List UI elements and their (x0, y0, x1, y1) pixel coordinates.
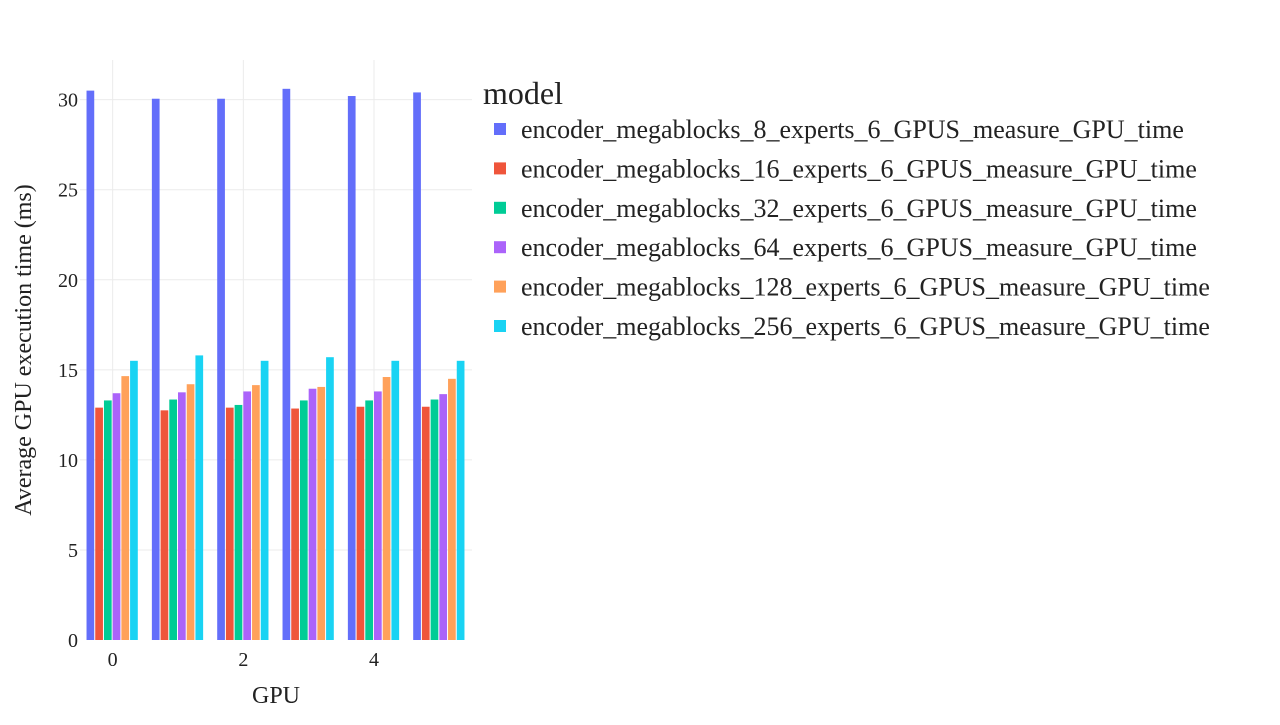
bar (282, 88, 291, 640)
bar (430, 399, 439, 640)
legend-label: encoder_megablocks_32_experts_6_GPUS_mea… (521, 194, 1197, 223)
bar (365, 400, 373, 640)
bar (413, 92, 421, 641)
legend-label: encoder_megablocks_64_experts_6_GPUS_mea… (521, 233, 1197, 262)
bar (130, 360, 138, 640)
bar (112, 393, 121, 640)
bar (151, 98, 160, 641)
y-tick-label: 10 (58, 450, 78, 472)
bar (252, 385, 260, 640)
bars (86, 88, 465, 641)
bar (382, 377, 391, 640)
bar (243, 391, 252, 640)
bar (95, 407, 103, 640)
legend-label: encoder_megablocks_8_experts_6_GPUS_meas… (521, 115, 1184, 144)
bar (169, 399, 177, 640)
bar (421, 406, 430, 640)
bar (225, 407, 234, 640)
bar (234, 404, 243, 640)
y-axis-title: Average GPU execution time (ms) (11, 184, 37, 515)
y-tick-label: 20 (58, 270, 78, 292)
x-axis-ticks: 0 2 4 (108, 649, 379, 671)
y-tick-label: 5 (68, 540, 78, 562)
y-tick-label: 0 (68, 630, 78, 652)
legend-label: encoder_megablocks_16_experts_6_GPUS_mea… (521, 154, 1197, 183)
bar (391, 360, 400, 640)
legend-items: encoder_megablocks_8_experts_6_GPUS_meas… (494, 115, 1210, 341)
bar (317, 386, 326, 640)
legend-title: model (483, 75, 563, 111)
bar (299, 400, 308, 640)
x-axis-title: GPU (252, 683, 300, 709)
x-tick-label: 0 (108, 649, 118, 671)
bar (121, 376, 130, 640)
bar (186, 384, 195, 640)
y-tick-label: 30 (58, 90, 78, 112)
bar (326, 357, 334, 640)
legend-label: encoder_megablocks_128_experts_6_GPUS_me… (521, 273, 1210, 302)
bar (448, 378, 456, 640)
bar (103, 400, 112, 640)
legend-swatch (494, 320, 506, 332)
y-axis-ticks: 0 5 10 15 20 25 30 (58, 90, 78, 652)
bar (308, 388, 317, 640)
bar (260, 360, 269, 640)
bar (291, 408, 299, 640)
legend-label: encoder_megablocks_256_experts_6_GPUS_me… (521, 312, 1210, 341)
bar (217, 98, 225, 641)
bar (86, 90, 95, 641)
legend-swatch (494, 162, 506, 175)
legend-swatch (494, 123, 506, 135)
bar (178, 392, 186, 640)
bar (160, 410, 169, 640)
x-tick-label: 4 (369, 649, 379, 671)
legend-swatch (494, 201, 506, 214)
y-tick-label: 15 (58, 360, 78, 382)
bar (439, 394, 448, 640)
bar (195, 355, 204, 640)
legend: model encoder_megablocks_8_experts_6_GPU… (483, 75, 1210, 341)
bar (347, 96, 356, 640)
legend-swatch (494, 241, 506, 254)
legend-swatch (494, 280, 506, 293)
y-tick-label: 25 (58, 180, 78, 202)
x-tick-label: 2 (238, 649, 248, 671)
bar (456, 360, 465, 640)
bar (356, 406, 365, 640)
bar (374, 391, 382, 640)
